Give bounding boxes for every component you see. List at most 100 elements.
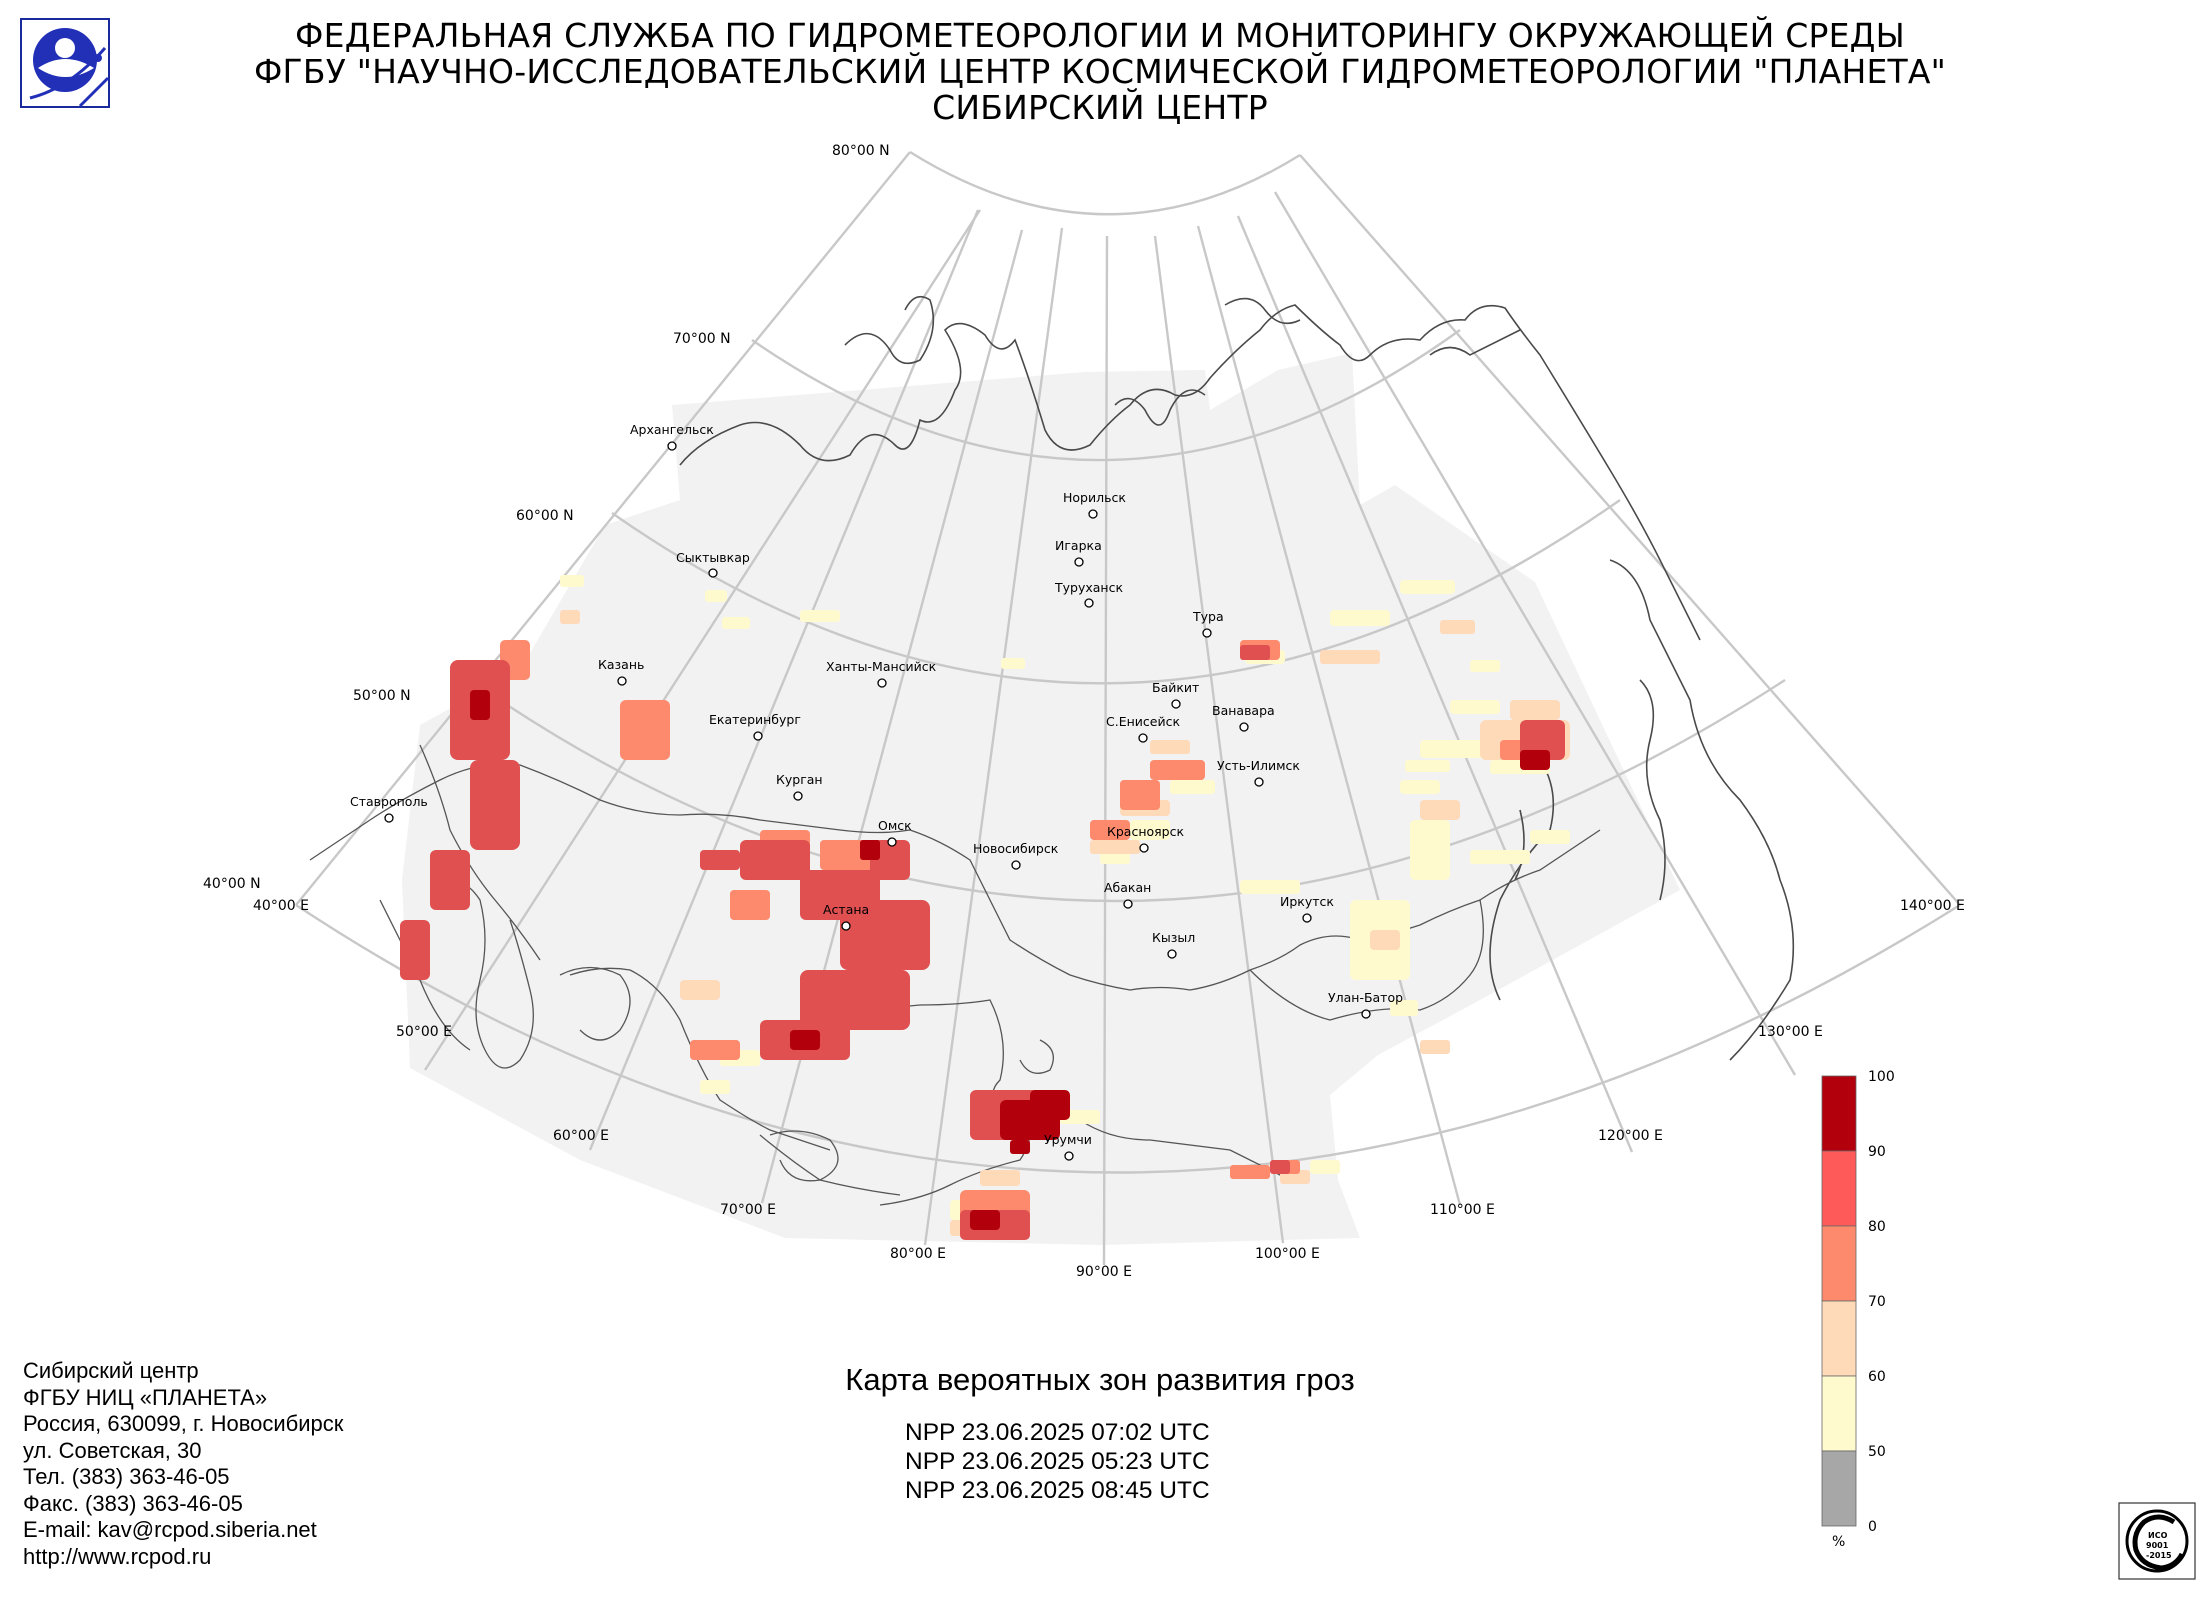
parallel-lines [295,150,1961,1174]
legend-tick-0: 0 [1868,1519,1877,1535]
header-line-2: ФГБУ "НАУЧНО-ИССЛЕДОВАТЕЛЬСКИЙ ЦЕНТР КОС… [253,52,1947,91]
legend-tick-60: 60 [1868,1369,1886,1385]
contact-fax: Факс. (383) 363-46-05 [23,1490,243,1516]
city-stavropol: Ставрополь [350,794,428,823]
storm-cells-low [560,575,1570,1220]
legend-swatches [1821,1075,1857,1527]
lat-label-60: 60°00 N [516,508,574,524]
lon-label-140: 140°00 E [1900,898,1965,914]
contact-line: ФГБУ НИЦ «ПЛАНЕТА» [23,1384,268,1410]
city-abakan: Абакан [1104,880,1151,909]
pass-line: NPP 23.06.2025 08:45 UTC [905,1477,1210,1504]
city-ust-ilimsk: Усть-Илимск [1217,758,1300,787]
svg-text:Усть-Илимск: Усть-Илимск [1217,758,1300,773]
city-s-yeniseysk: С.Енисейск [1106,714,1180,743]
city-kazan: Казань [598,657,644,686]
pass-line: NPP 23.06.2025 07:02 UTC [905,1419,1210,1446]
city-irkutsk: Иркутск [1280,894,1334,923]
svg-text:Ставрополь: Ставрополь [350,794,428,809]
svg-text:Ванавара: Ванавара [1212,703,1275,718]
storm-cells-extreme [470,690,1550,1230]
legend-swatch-60-70 [1821,1300,1857,1377]
lon-label-110: 110°00 E [1430,1202,1495,1218]
legend-tick-90: 90 [1868,1144,1886,1160]
city-markers: Архангельск Сыктывкар Казань Екатеринбур… [350,422,1403,1161]
legend-tick-80: 80 [1868,1219,1886,1235]
svg-text:Омск: Омск [878,818,912,833]
contact-email: E-mail: kav@rcpod.siberia.net [23,1517,317,1542]
map-title: Карта вероятных зон развития гроз [845,1362,1355,1397]
lon-label-80: 80°00 E [890,1246,946,1262]
satellite-passes: NPP 23.06.2025 07:02 UTC NPP 23.06.2025 … [905,1418,1210,1505]
cert-text-1: ИСО [2148,1531,2168,1540]
svg-text:Улан-Батор: Улан-Батор [1328,990,1403,1005]
city-urumqi: Урумчи [1044,1132,1092,1161]
city-tura: Тура [1192,609,1224,638]
city-kurgan: Курган [776,772,823,801]
svg-text:Байкит: Байкит [1152,680,1199,695]
legend-swatch-50-60 [1821,1375,1857,1452]
svg-text:Туруханск: Туруханск [1054,580,1123,595]
lat-label-40: 40°00 N [203,876,261,892]
cert-text-3: -2015 [2146,1551,2172,1560]
city-kyzyl: Кызыл [1152,930,1195,959]
lon-label-70: 70°00 E [720,1202,776,1218]
legend-tick-100: 100 [1868,1070,1895,1085]
svg-text:Курган: Курган [776,772,823,787]
legend-swatch-70-80 [1821,1225,1857,1302]
legend-unit: % [1832,1534,1845,1550]
lon-label-130: 130°00 E [1758,1024,1823,1040]
legend-tick-50: 50 [1868,1444,1886,1460]
svg-text:Тура: Тура [1192,609,1224,624]
cert-text-2: 9001 [2146,1541,2169,1550]
city-baykit: Байкит [1152,680,1199,709]
iso-certificate-badge: ИСО 9001 -2015 [2118,1502,2196,1580]
city-khanty-mansiysk: Ханты-Мансийск [826,659,937,688]
svg-text:Урумчи: Урумчи [1044,1132,1092,1147]
contact-website: http://www.rcpod.ru [23,1543,212,1569]
city-novosibirsk: Новосибирск [973,841,1059,870]
legend-swatch-80-90 [1821,1150,1857,1227]
lon-label-60: 60°00 E [553,1128,609,1144]
coastlines [679,295,1795,1061]
contact-info: Сибирский центр ФГБУ НИЦ «ПЛАНЕТА» Росси… [23,1358,343,1570]
svg-text:Норильск: Норильск [1063,490,1126,505]
svg-text:Казань: Казань [598,657,644,672]
svg-text:Игарка: Игарка [1055,538,1102,553]
satellite-coverage-area [402,353,1680,1245]
svg-text:Екатеринбург: Екатеринбург [709,712,801,727]
lat-label-80: 80°00 N [832,143,890,159]
contact-address: Россия, 630099, г. Новосибирск [23,1411,344,1436]
lon-label-50: 50°00 E [396,1024,452,1040]
header-line-3: СИБИРСКИЙ ЦЕНТР [932,88,1268,127]
lon-label-90: 90°00 E [1076,1264,1132,1280]
svg-text:Кызыл: Кызыл [1152,930,1195,945]
city-omsk: Омск [878,818,912,847]
city-vanavara: Ванавара [1212,703,1275,732]
svg-text:Ханты-Мансийск: Ханты-Мансийск [826,659,937,674]
svg-text:Абакан: Абакан [1104,880,1151,895]
legend-tick-70: 70 [1868,1294,1886,1310]
svg-text:Астана: Астана [823,902,869,917]
city-yekaterinburg: Екатеринбург [709,712,801,741]
contact-phone: Тел. (383) 363-46-05 [23,1464,230,1489]
lat-label-70: 70°00 N [673,331,731,347]
planeta-logo [20,18,110,108]
svg-text:Иркутск: Иркутск [1280,894,1334,909]
longitude-labels: 40°00 E 50°00 E 60°00 E 70°00 E 80°00 E … [253,898,1965,1280]
city-krasnoyarsk: Красноярск [1107,824,1184,853]
svg-text:Архангельск: Архангельск [630,422,714,437]
lon-label-100: 100°00 E [1255,1246,1320,1262]
lon-label-120: 120°00 E [1598,1128,1663,1144]
probability-legend: 100 90 80 70 60 50 0 % [1821,1070,1895,1550]
latitude-labels: 80°00 N 70°00 N 60°00 N 50°00 N 40°00 N [203,143,890,892]
svg-text:Сыктывкар: Сыктывкар [676,550,750,565]
page-header: ФЕДЕРАЛЬНАЯ СЛУЖБА ПО ГИДРОМЕТЕОРОЛОГИИ … [0,18,2200,126]
legend-swatch-0-50 [1821,1450,1857,1527]
city-igarka: Игарка [1055,538,1102,567]
meridian-lines [295,151,1961,1266]
lat-label-50: 50°00 N [353,688,411,704]
contact-line: Сибирский центр [23,1358,199,1383]
lon-label-40: 40°00 E [253,898,309,914]
